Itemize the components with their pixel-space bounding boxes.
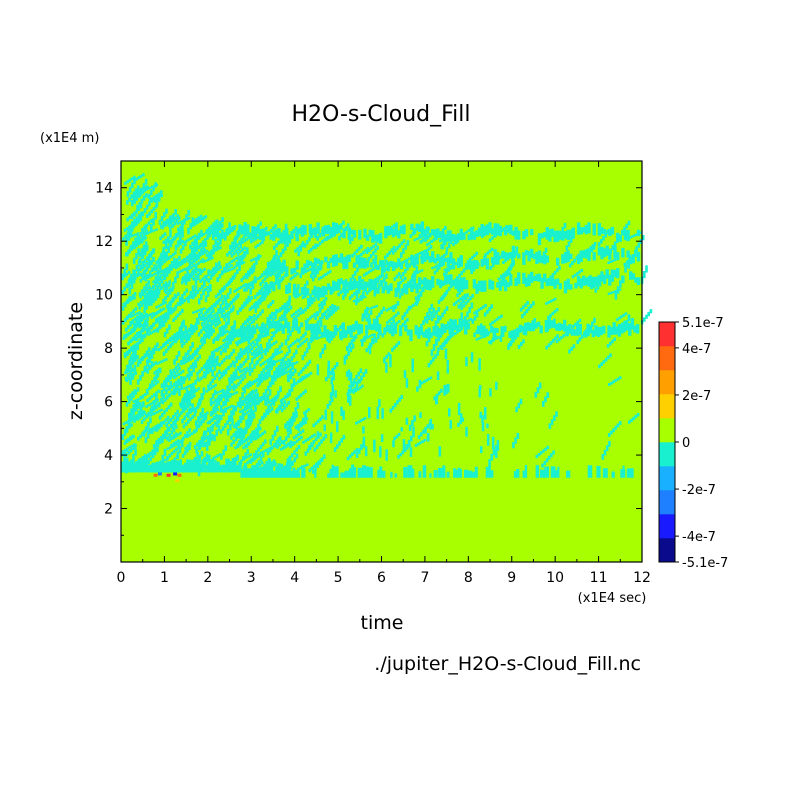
colorbar-label: -4e-7	[682, 530, 716, 545]
x-tick-label: 2	[203, 570, 212, 586]
x-unit-label: (x1E4 sec)	[578, 591, 647, 606]
extreme-value-spot	[177, 473, 182, 477]
y-tick-label: 6	[104, 395, 113, 411]
x-tick-label: 4	[290, 570, 299, 586]
extreme-value-spot	[175, 479, 180, 483]
x-tick-label: 3	[247, 570, 256, 586]
x-tick-label: 12	[633, 570, 651, 586]
colorbar-segment	[659, 538, 675, 563]
colorbar-segment	[659, 322, 675, 347]
extreme-value-spot	[153, 473, 158, 477]
y-tick-label: 10	[95, 288, 113, 304]
y-tick-label: 4	[104, 448, 113, 464]
colorbar-segment	[659, 442, 675, 467]
colorbar-label: 4e-7	[682, 342, 711, 357]
x-tick-label: 9	[507, 570, 516, 586]
colorbar-segment	[659, 418, 675, 443]
y-tick-label: 2	[104, 502, 113, 518]
x-tick-label: 11	[590, 570, 608, 586]
x-tick-label: 0	[117, 570, 126, 586]
colorbar-segment	[659, 490, 675, 515]
x-tick-label: 5	[334, 570, 343, 586]
y-unit-label: (x1E4 m)	[40, 131, 99, 146]
x-tick-label: 6	[377, 570, 386, 586]
source-filename: ./jupiter_H2O-s-Cloud_Fill.nc	[374, 653, 641, 675]
extreme-value-spot	[166, 473, 171, 477]
negative-field-regions	[121, 173, 653, 478]
colorbar: 5.1e-7 4e-7 2e-7 0 -2e-7 -4e-7 -5.1e-7	[658, 316, 728, 571]
x-tick-label: 7	[420, 570, 429, 586]
y-axis-label: z-coordinate	[65, 302, 87, 420]
chart-title: H2O-s-Cloud_Fill	[291, 102, 470, 127]
colorbar-label: 0	[682, 436, 690, 451]
colorbar-label: -5.1e-7	[682, 556, 728, 571]
colorbar-label: 5.1e-7	[682, 316, 724, 331]
x-axis-label: time	[361, 612, 404, 634]
y-tick-label: 8	[104, 341, 113, 357]
extreme-value-spot	[157, 472, 162, 476]
colorbar-segment	[659, 370, 675, 395]
y-tick-label: 12	[95, 234, 113, 250]
x-tick-label: 1	[160, 570, 169, 586]
colorbar-label: -2e-7	[682, 483, 716, 498]
y-tick-label: 14	[95, 181, 113, 197]
hotspot-layer	[153, 472, 182, 483]
x-tick-label: 8	[464, 570, 473, 586]
extreme-value-spot	[173, 472, 178, 476]
colorbar-label: 2e-7	[682, 389, 711, 404]
colorbar-segment	[659, 394, 675, 419]
colorbar-segment	[659, 514, 675, 539]
colorbar-segment	[659, 346, 675, 371]
colorbar-segment	[659, 466, 675, 491]
x-tick-label: 10	[546, 570, 564, 586]
negative-field-layer	[121, 173, 653, 478]
